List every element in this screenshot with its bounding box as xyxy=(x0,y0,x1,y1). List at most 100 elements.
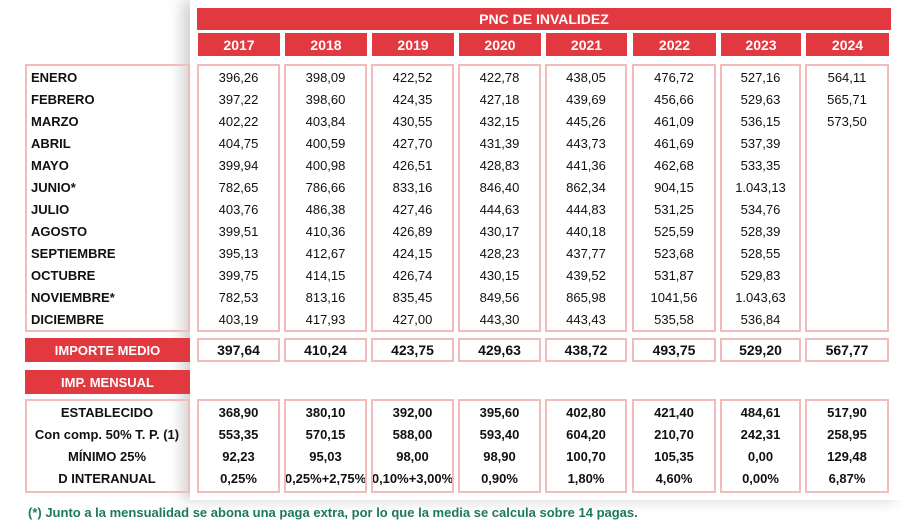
value-cell: 399,75 xyxy=(218,267,259,283)
value-cell: 517,90 xyxy=(827,404,867,420)
section-label: IMP. MENSUAL xyxy=(25,370,190,394)
value-cell: 427,70 xyxy=(392,135,433,151)
value-cell: 476,72 xyxy=(654,69,694,85)
value-cell: 444,83 xyxy=(566,201,606,217)
value-cell: 862,34 xyxy=(566,179,606,195)
value-cell: 528,55 xyxy=(740,245,781,261)
value-cell: 529,20 xyxy=(720,338,801,362)
value-cell: 846,40 xyxy=(479,179,520,195)
column-box xyxy=(284,399,367,493)
value-cell: 6,87% xyxy=(828,471,866,487)
month-label: FEBRERO xyxy=(31,91,95,107)
value-cell: 565,71 xyxy=(827,91,867,107)
value-cell: 105,35 xyxy=(654,449,694,465)
value-cell: 456,66 xyxy=(654,91,694,107)
value-cell: 441,36 xyxy=(566,157,606,173)
value-cell: 570,15 xyxy=(305,426,346,442)
row-label: MÍNIMO 25% xyxy=(67,449,146,465)
value-cell: 426,74 xyxy=(392,267,433,283)
value-cell: 426,51 xyxy=(392,157,433,173)
value-cell: 534,76 xyxy=(740,201,781,217)
value-cell: 443,30 xyxy=(479,311,520,327)
value-cell: 422,52 xyxy=(392,69,433,85)
value-cell: 484,61 xyxy=(740,404,781,420)
value-cell: 92,23 xyxy=(222,449,255,465)
value-cell: 98,90 xyxy=(483,449,516,465)
month-label: ENERO xyxy=(31,69,78,85)
value-cell: 399,94 xyxy=(218,157,259,173)
value-cell: 782,65 xyxy=(218,179,259,195)
value-cell: 414,15 xyxy=(305,267,346,283)
value-cell: 536,84 xyxy=(740,311,781,327)
month-label: JULIO xyxy=(31,201,70,217)
value-cell: 100,70 xyxy=(566,449,606,465)
value-cell: 426,89 xyxy=(392,223,433,239)
value-cell: 440,18 xyxy=(566,223,606,239)
column-box xyxy=(197,64,280,332)
column-box xyxy=(371,399,454,493)
value-cell: 0,00 xyxy=(747,449,774,465)
value-cell: 525,59 xyxy=(654,223,694,239)
value-cell: 403,19 xyxy=(218,311,259,327)
value-cell: 529,63 xyxy=(740,91,781,107)
column-box xyxy=(284,64,367,332)
footnote: (*) Junto a la mensualidad se abona una … xyxy=(28,505,638,520)
value-cell: 536,15 xyxy=(740,113,781,129)
value-cell: 564,11 xyxy=(827,69,867,85)
value-cell: 0,25%+2,75% xyxy=(286,471,365,487)
column-box xyxy=(632,399,716,493)
value-cell: 528,39 xyxy=(740,223,781,239)
value-cell: 428,83 xyxy=(479,157,520,173)
column-box xyxy=(805,399,889,493)
value-cell: 429,63 xyxy=(458,338,541,362)
month-label: MARZO xyxy=(31,113,79,129)
value-cell: 1.043,63 xyxy=(735,289,786,305)
value-cell: 531,87 xyxy=(654,267,694,283)
value-cell: 531,25 xyxy=(654,201,694,217)
value-cell: 0,90% xyxy=(481,471,518,487)
value-cell: 427,00 xyxy=(392,311,433,327)
value-cell: 462,68 xyxy=(654,157,694,173)
value-cell: 427,18 xyxy=(479,91,520,107)
value-cell: 430,17 xyxy=(479,223,520,239)
value-cell: 529,83 xyxy=(740,267,781,283)
value-cell: 424,15 xyxy=(392,245,433,261)
value-cell: 95,03 xyxy=(309,449,342,465)
value-cell: 437,77 xyxy=(566,245,606,261)
column-box xyxy=(371,64,454,332)
value-cell: 567,77 xyxy=(805,338,889,362)
month-label: OCTUBRE xyxy=(31,267,96,283)
value-cell: 439,69 xyxy=(566,91,606,107)
column-box xyxy=(632,64,716,332)
value-cell: 397,64 xyxy=(197,338,280,362)
value-cell: 486,38 xyxy=(305,201,346,217)
value-cell: 368,90 xyxy=(218,404,259,420)
value-cell: 428,23 xyxy=(479,245,520,261)
value-cell: 404,75 xyxy=(218,135,259,151)
month-label: DICIEMBRE xyxy=(31,311,104,327)
value-cell: 445,26 xyxy=(566,113,606,129)
value-cell: 523,68 xyxy=(654,245,694,261)
value-cell: 0,00% xyxy=(742,471,779,487)
year-header: 2020 xyxy=(459,33,541,56)
column-box xyxy=(720,399,801,493)
value-cell: 392,00 xyxy=(392,404,433,420)
value-cell: 833,16 xyxy=(392,179,433,195)
value-cell: 0,10%+3,00% xyxy=(373,471,452,487)
value-cell: 380,10 xyxy=(305,404,346,420)
value-cell: 443,43 xyxy=(566,311,606,327)
month-label: MAYO xyxy=(31,157,69,173)
year-header: 2018 xyxy=(285,33,367,56)
column-box xyxy=(720,64,801,332)
row-label: D INTERANUAL xyxy=(58,471,156,487)
value-cell: 424,35 xyxy=(392,91,433,107)
table-title: PNC DE INVALIDEZ xyxy=(197,8,891,30)
year-header: 2019 xyxy=(372,33,454,56)
value-cell: 1041,56 xyxy=(650,289,698,305)
value-cell: 438,05 xyxy=(566,69,606,85)
value-cell: 0,25% xyxy=(220,471,257,487)
value-cell: 904,15 xyxy=(654,179,694,195)
year-header: 2022 xyxy=(633,33,716,56)
value-cell: 402,22 xyxy=(218,113,259,129)
